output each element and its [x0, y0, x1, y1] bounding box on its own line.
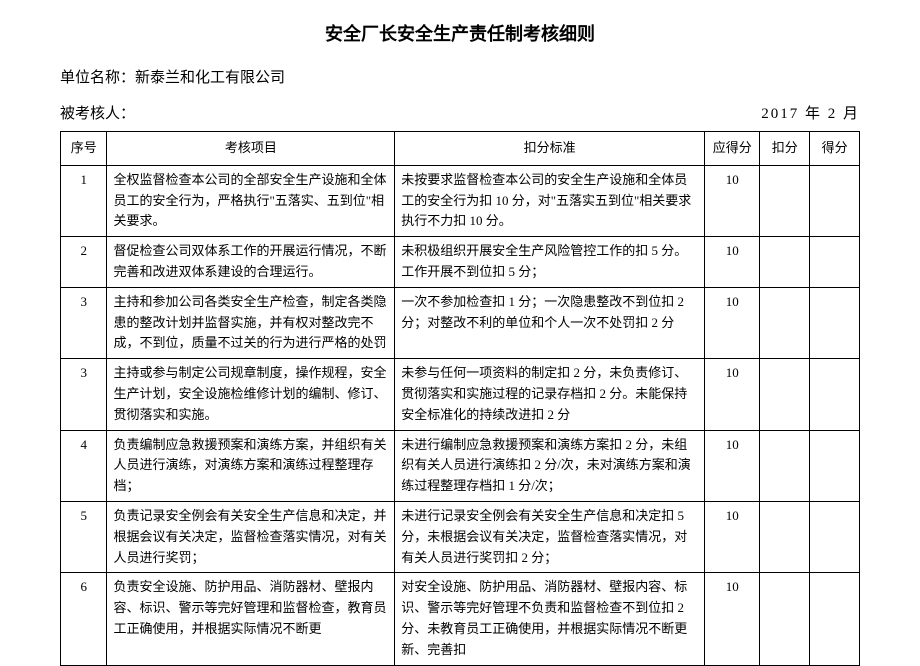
- cell-item: 负责安全设施、防护用品、消防器材、壁报内容、标识、警示等完好管理和监督检查，教育…: [107, 573, 395, 665]
- cell-item: 负责记录安全例会有关安全生产信息和决定，并根据会议有关决定，监督检查落实情况，对…: [107, 501, 395, 572]
- cell-standard: 未积极组织开展安全生产风险管控工作的扣 5 分。工作开展不到位扣 5 分；: [395, 237, 705, 288]
- table-row: 4负责编制应急救援预案和演练方案，并组织有关人员进行演练，对演练方案和演练过程整…: [61, 430, 860, 501]
- cell-should-score: 10: [705, 359, 760, 430]
- cell-standard: 未按要求监督检查本公司的安全生产设施和全体员工的安全行为扣 10 分，对"五落实…: [395, 165, 705, 236]
- cell-item: 督促检查公司双体系工作的开展运行情况，不断完善和改进双体系建设的合理运行。: [107, 237, 395, 288]
- cell-deduct: [760, 359, 810, 430]
- month-value: 2: [828, 106, 838, 122]
- cell-should-score: 10: [705, 287, 760, 358]
- header-item: 考核项目: [107, 132, 395, 166]
- month-label: 月: [843, 106, 860, 122]
- header-seq: 序号: [61, 132, 107, 166]
- header-should: 应得分: [705, 132, 760, 166]
- cell-standard: 一次不参加检查扣 1 分；一次隐患整改不到位扣 2 分；对整改不利的单位和个人一…: [395, 287, 705, 358]
- table-row: 2督促检查公司双体系工作的开展运行情况，不断完善和改进双体系建设的合理运行。未积…: [61, 237, 860, 288]
- cell-standard: 未进行记录安全例会有关安全生产信息和决定扣 5 分，未根据会议有关决定，监督检查…: [395, 501, 705, 572]
- table-row: 6负责安全设施、防护用品、消防器材、壁报内容、标识、警示等完好管理和监督检查，教…: [61, 573, 860, 665]
- cell-score: [810, 237, 860, 288]
- table-row: 5负责记录安全例会有关安全生产信息和决定，并根据会议有关决定，监督检查落实情况，…: [61, 501, 860, 572]
- document-title: 安全厂长安全生产责任制考核细则: [60, 20, 860, 46]
- table-header-row: 序号 考核项目 扣分标准 应得分 扣分 得分: [61, 132, 860, 166]
- header-standard: 扣分标准: [395, 132, 705, 166]
- cell-seq: 2: [61, 237, 107, 288]
- cell-score: [810, 165, 860, 236]
- year-label: 年: [805, 106, 822, 122]
- table-row: 3主持或参与制定公司规章制度，操作规程，安全生产计划，安全设施检维修计划的编制、…: [61, 359, 860, 430]
- cell-item: 主持或参与制定公司规章制度，操作规程，安全生产计划，安全设施检维修计划的编制、修…: [107, 359, 395, 430]
- cell-score: [810, 501, 860, 572]
- header-score: 得分: [810, 132, 860, 166]
- cell-deduct: [760, 573, 810, 665]
- cell-seq: 1: [61, 165, 107, 236]
- table-row: 3主持和参加公司各类安全生产检查，制定各类隐患的整改计划并监督实施，并有权对整改…: [61, 287, 860, 358]
- cell-seq: 5: [61, 501, 107, 572]
- cell-deduct: [760, 287, 810, 358]
- cell-should-score: 10: [705, 165, 760, 236]
- cell-score: [810, 430, 860, 501]
- header-row: 被考核人： 2017 年 2 月: [60, 102, 860, 123]
- cell-seq: 4: [61, 430, 107, 501]
- cell-should-score: 10: [705, 501, 760, 572]
- year-value: 2017: [761, 106, 799, 122]
- cell-seq: 3: [61, 287, 107, 358]
- table-row: 1全权监督检查本公司的全部安全生产设施和全体员工的安全行为，严格执行"五落实、五…: [61, 165, 860, 236]
- cell-score: [810, 287, 860, 358]
- cell-deduct: [760, 237, 810, 288]
- cell-standard: 未进行编制应急救援预案和演练方案扣 2 分，未组织有关人员进行演练扣 2 分/次…: [395, 430, 705, 501]
- cell-seq: 6: [61, 573, 107, 665]
- cell-item: 负责编制应急救援预案和演练方案，并组织有关人员进行演练，对演练方案和演练过程整理…: [107, 430, 395, 501]
- cell-item: 主持和参加公司各类安全生产检查，制定各类隐患的整改计划并监督实施，并有权对整改完…: [107, 287, 395, 358]
- cell-deduct: [760, 430, 810, 501]
- cell-standard: 未参与任何一项资料的制定扣 2 分，未负责修订、贯彻落实和实施过程的记录存档扣 …: [395, 359, 705, 430]
- cell-score: [810, 573, 860, 665]
- assessment-table: 序号 考核项目 扣分标准 应得分 扣分 得分 1全权监督检查本公司的全部安全生产…: [60, 131, 860, 666]
- cell-score: [810, 359, 860, 430]
- cell-should-score: 10: [705, 430, 760, 501]
- header-deduct: 扣分: [760, 132, 810, 166]
- cell-deduct: [760, 165, 810, 236]
- cell-should-score: 10: [705, 237, 760, 288]
- date-section: 2017 年 2 月: [761, 102, 860, 123]
- cell-should-score: 10: [705, 573, 760, 665]
- assessee-label: 被考核人：: [60, 102, 135, 123]
- company-name: 单位名称：新泰兰和化工有限公司: [60, 66, 860, 87]
- cell-seq: 3: [61, 359, 107, 430]
- cell-item: 全权监督检查本公司的全部安全生产设施和全体员工的安全行为，严格执行"五落实、五到…: [107, 165, 395, 236]
- cell-standard: 对安全设施、防护用品、消防器材、壁报内容、标识、警示等完好管理不负责和监督检查不…: [395, 573, 705, 665]
- cell-deduct: [760, 501, 810, 572]
